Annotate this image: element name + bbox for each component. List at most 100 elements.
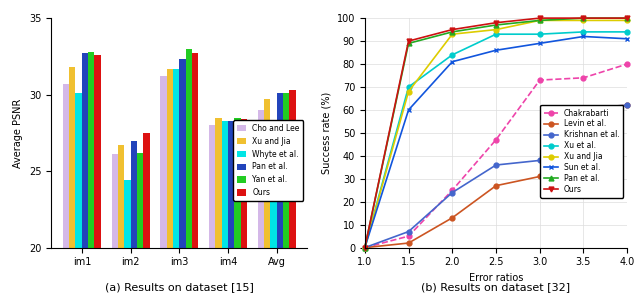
- Xu and Jia: [404, 90, 412, 93]
- Bar: [221, 120, 228, 302]
- Bar: [118, 145, 124, 302]
- Bar: [283, 93, 289, 302]
- Xu et al.: [492, 32, 500, 36]
- Sun et al.: [404, 108, 412, 112]
- Line: Xu et al.: Xu et al.: [362, 30, 630, 250]
- Line: Levin et al.: Levin et al.: [362, 103, 630, 250]
- Bar: [276, 93, 283, 302]
- Xu and Jia: [580, 19, 588, 22]
- Text: (a) Results on dataset [15]: (a) Results on dataset [15]: [105, 282, 253, 292]
- Pan et al.: [449, 30, 456, 34]
- Levin et al.: [623, 104, 631, 107]
- Sun et al.: [449, 60, 456, 63]
- Bar: [186, 49, 192, 302]
- Levin et al.: [492, 184, 500, 188]
- Krishnan et al.: [449, 191, 456, 194]
- Ours: [449, 28, 456, 31]
- Bar: [76, 93, 82, 302]
- Bar: [166, 69, 173, 302]
- Krishnan et al.: [492, 163, 500, 167]
- Xu et al.: [404, 85, 412, 89]
- Chakrabarti: [361, 246, 369, 249]
- Levin et al.: [404, 241, 412, 245]
- Levin et al.: [580, 106, 588, 109]
- Levin et al.: [449, 216, 456, 220]
- Bar: [137, 153, 143, 302]
- Pan et al.: [580, 16, 588, 20]
- Sun et al.: [623, 37, 631, 40]
- Pan et al.: [536, 19, 543, 22]
- Sun et al.: [492, 48, 500, 52]
- Ours: [623, 16, 631, 20]
- Chakrabarti: [623, 62, 631, 66]
- Chakrabarti: [404, 234, 412, 238]
- Bar: [192, 53, 198, 302]
- Bar: [111, 154, 118, 302]
- Bar: [63, 84, 69, 302]
- Bar: [270, 122, 276, 302]
- Xu et al.: [536, 32, 543, 36]
- Bar: [179, 59, 186, 302]
- Ours: [492, 21, 500, 24]
- Xu et al.: [623, 30, 631, 34]
- Bar: [160, 76, 166, 302]
- Line: Sun et al.: Sun et al.: [362, 34, 630, 250]
- Bar: [209, 125, 215, 302]
- Line: Pan et al.: Pan et al.: [362, 16, 630, 250]
- Pan et al.: [492, 23, 500, 27]
- Bar: [257, 110, 264, 302]
- Sun et al.: [580, 35, 588, 38]
- Ours: [404, 39, 412, 43]
- Chakrabarti: [449, 188, 456, 192]
- Text: (b) Results on dataset [32]: (b) Results on dataset [32]: [421, 282, 571, 292]
- Ours: [580, 16, 588, 20]
- Levin et al.: [536, 175, 543, 178]
- Sun et al.: [536, 42, 543, 45]
- Line: Ours: Ours: [362, 16, 630, 250]
- Xu et al.: [361, 246, 369, 249]
- Chakrabarti: [536, 78, 543, 82]
- Bar: [289, 90, 296, 302]
- Legend: Chakrabarti, Levin et al., Krishnan et al., Xu et al., Xu and Jia, Sun et al., P: Chakrabarti, Levin et al., Krishnan et a…: [540, 105, 623, 198]
- Bar: [88, 52, 95, 302]
- Ours: [361, 246, 369, 249]
- Bar: [215, 117, 221, 302]
- Bar: [69, 67, 76, 302]
- Bar: [143, 133, 150, 302]
- Bar: [131, 140, 137, 302]
- Krishnan et al.: [623, 104, 631, 107]
- Ours: [536, 16, 543, 20]
- Chakrabarti: [492, 138, 500, 142]
- Levin et al.: [361, 246, 369, 249]
- Pan et al.: [623, 16, 631, 20]
- Krishnan et al.: [404, 230, 412, 233]
- Pan et al.: [404, 42, 412, 45]
- Bar: [124, 180, 131, 302]
- Legend: Cho and Lee, Xu and Jia, Whyte et al., Pan et al., Yan et al., Ours: Cho and Lee, Xu and Jia, Whyte et al., P…: [233, 120, 303, 201]
- Sun et al.: [361, 246, 369, 249]
- Line: Xu and Jia: Xu and Jia: [362, 18, 630, 250]
- Xu et al.: [449, 53, 456, 57]
- Bar: [95, 55, 101, 302]
- Bar: [228, 120, 234, 302]
- Chakrabarti: [580, 76, 588, 80]
- Krishnan et al.: [580, 106, 588, 109]
- Bar: [82, 53, 88, 302]
- Xu and Jia: [449, 32, 456, 36]
- Pan et al.: [361, 246, 369, 249]
- Bar: [173, 69, 179, 302]
- Y-axis label: Average PSNR: Average PSNR: [13, 98, 24, 168]
- Xu and Jia: [361, 246, 369, 249]
- Xu et al.: [580, 30, 588, 34]
- Bar: [264, 99, 270, 302]
- Line: Chakrabarti: Chakrabarti: [362, 62, 630, 250]
- Xu and Jia: [536, 19, 543, 22]
- Bar: [241, 119, 247, 302]
- Bar: [234, 117, 241, 302]
- Xu and Jia: [492, 28, 500, 31]
- Krishnan et al.: [361, 246, 369, 249]
- X-axis label: Error ratios: Error ratios: [469, 273, 523, 283]
- Krishnan et al.: [536, 159, 543, 162]
- Y-axis label: Success rate (%): Success rate (%): [321, 92, 331, 174]
- Xu and Jia: [623, 19, 631, 22]
